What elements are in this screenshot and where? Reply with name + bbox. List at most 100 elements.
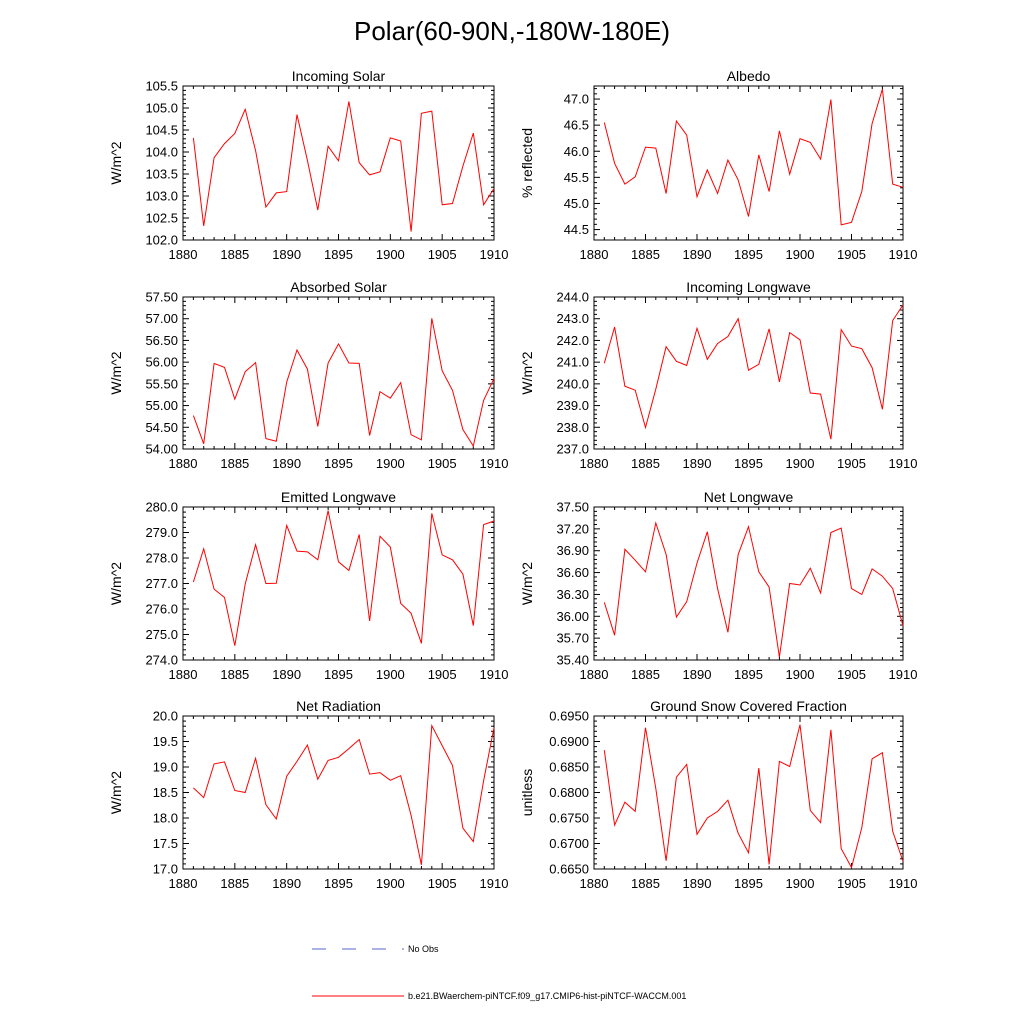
main-title: Polar(60-90N,-180W-180E) <box>354 16 670 46</box>
x-tick-label: 1880 <box>580 456 609 471</box>
x-tick-label: 1885 <box>631 456 660 471</box>
y-tick-label: 17.0 <box>153 862 178 877</box>
x-tick-label: 1885 <box>631 247 660 262</box>
x-tick-label: 1890 <box>683 667 712 682</box>
x-tick-label: 1900 <box>376 876 405 891</box>
panel: Net Longwave W/m^2 1880 1885 1890 1895 1900 190… <box>519 489 917 682</box>
plot-frame <box>182 506 495 661</box>
x-tick-label: 1895 <box>734 667 763 682</box>
x-tick-label: 1910 <box>480 876 509 891</box>
y-axis-label: unitless <box>519 769 535 816</box>
y-tick-label: 0.6700 <box>549 836 589 851</box>
y-tick-label: 46.5 <box>564 118 589 133</box>
x-tick-label: 1895 <box>734 247 763 262</box>
x-tick-label: 1900 <box>376 247 405 262</box>
panel-title: Emitted Longwave <box>281 489 396 505</box>
x-tick-label: 1880 <box>169 456 198 471</box>
x-tick-label: 1910 <box>889 876 918 891</box>
x-tick-label: 1905 <box>837 456 866 471</box>
panel-title: Net Radiation <box>296 698 381 714</box>
panel-title: Incoming Longwave <box>686 279 811 295</box>
y-tick-label: 102.0 <box>145 233 178 248</box>
x-tick-label: 1890 <box>272 667 301 682</box>
y-tick-label: 56.00 <box>145 355 178 370</box>
panel: Absorbed Solar W/m^2 1880 1885 1890 1895 1900 1… <box>108 279 508 471</box>
y-tick-label: 45.0 <box>564 196 589 211</box>
x-tick-label: 1910 <box>889 667 918 682</box>
x-tick-label: 1885 <box>220 456 249 471</box>
y-tick-label: 240.0 <box>556 376 589 391</box>
y-tick-label: 35.70 <box>556 631 589 646</box>
panel-title: Absorbed Solar <box>290 279 387 295</box>
panel-title: Net Longwave <box>704 489 794 505</box>
y-tick-label: 57.00 <box>145 311 178 326</box>
y-tick-label: 0.6800 <box>549 785 589 800</box>
panels: Incoming Solar W/m^2 1880 1885 1890 1895 1900 1… <box>108 68 917 891</box>
x-tick-label: 1880 <box>169 247 198 262</box>
legend-label-no-obs: No Obs <box>408 944 439 954</box>
y-tick-label: 104.5 <box>145 123 178 138</box>
y-axis-label: W/m^2 <box>108 351 124 394</box>
plot-frame <box>182 85 495 241</box>
series-line <box>192 510 495 646</box>
x-tick-label: 1895 <box>324 667 353 682</box>
x-tick-label: 1885 <box>220 876 249 891</box>
y-tick-label: 19.0 <box>153 760 178 775</box>
x-tick-label: 1900 <box>786 456 815 471</box>
plot-frame <box>182 715 495 870</box>
y-tick-label: 45.5 <box>564 170 589 185</box>
y-tick-label: 242.0 <box>556 333 589 348</box>
panel: Albedo % reflected 1880 1885 1890 1895 1900 190… <box>519 68 917 262</box>
x-tick-label: 1885 <box>220 247 249 262</box>
panel-title: Incoming Solar <box>292 68 386 84</box>
x-tick-label: 1910 <box>480 247 509 262</box>
y-tick-label: 276.0 <box>145 602 178 617</box>
x-tick-label: 1885 <box>220 667 249 682</box>
panel: Emitted Longwave W/m^2 1880 1885 1890 1895 190… <box>108 489 508 682</box>
y-tick-label: 280.0 <box>145 500 178 515</box>
x-tick-label: 1890 <box>683 247 712 262</box>
x-tick-label: 1880 <box>169 876 198 891</box>
y-tick-label: 20.0 <box>153 709 178 724</box>
x-tick-label: 1890 <box>272 247 301 262</box>
y-tick-label: 36.90 <box>556 543 589 558</box>
panel: Incoming Solar W/m^2 1880 1885 1890 1895 1900 1… <box>108 68 508 262</box>
x-tick-label: 1905 <box>837 667 866 682</box>
y-tick-label: 44.5 <box>564 222 589 237</box>
series-line <box>192 101 495 232</box>
panel-title: Ground Snow Covered Fraction <box>650 698 847 714</box>
y-tick-label: 36.30 <box>556 587 589 602</box>
panel: Ground Snow Covered Fraction unitless 1880… <box>519 698 917 891</box>
series-line <box>603 724 904 869</box>
x-tick-label: 1905 <box>428 667 457 682</box>
y-tick-label: 105.0 <box>145 101 178 116</box>
y-tick-label: 104.0 <box>145 145 178 160</box>
x-tick-label: 1880 <box>580 876 609 891</box>
x-tick-label: 1895 <box>324 876 353 891</box>
y-tick-label: 18.5 <box>153 785 178 800</box>
y-axis-label: W/m^2 <box>108 141 124 184</box>
x-tick-label: 1890 <box>272 876 301 891</box>
y-tick-label: 244.0 <box>556 290 589 305</box>
y-axis-label: % reflected <box>519 128 535 198</box>
y-tick-label: 102.5 <box>145 211 178 226</box>
x-tick-label: 1905 <box>428 456 457 471</box>
y-tick-label: 105.5 <box>145 79 178 94</box>
x-tick-label: 1895 <box>324 247 353 262</box>
y-tick-label: 241.0 <box>556 355 589 370</box>
panel: Incoming Longwave W/m^2 1880 1885 1890 1895 19… <box>519 279 917 471</box>
y-tick-label: 19.5 <box>153 734 178 749</box>
x-tick-label: 1905 <box>428 247 457 262</box>
panel-title: Albedo <box>727 68 771 84</box>
y-tick-label: 47.0 <box>564 92 589 107</box>
y-tick-label: 275.0 <box>145 627 178 642</box>
x-tick-label: 1910 <box>480 456 509 471</box>
series-line <box>603 521 904 658</box>
x-tick-label: 1890 <box>683 456 712 471</box>
y-tick-label: 0.6750 <box>549 811 589 826</box>
y-tick-label: 35.40 <box>556 653 589 668</box>
x-tick-label: 1880 <box>580 247 609 262</box>
x-tick-label: 1905 <box>837 876 866 891</box>
y-tick-label: 17.5 <box>153 836 178 851</box>
